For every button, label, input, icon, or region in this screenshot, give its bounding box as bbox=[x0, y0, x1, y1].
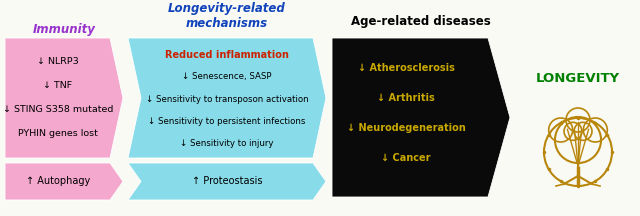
Text: Immunity: Immunity bbox=[33, 24, 95, 37]
Text: ↑ Autophagy: ↑ Autophagy bbox=[26, 176, 90, 186]
Text: ↓ Neurodegeneration: ↓ Neurodegeneration bbox=[347, 123, 465, 133]
Text: Age-related diseases: Age-related diseases bbox=[351, 16, 491, 29]
Text: ↓ Senescence, SASP: ↓ Senescence, SASP bbox=[182, 73, 272, 81]
Polygon shape bbox=[332, 38, 510, 197]
Text: ↓ Atherosclerosis: ↓ Atherosclerosis bbox=[358, 63, 454, 73]
Polygon shape bbox=[128, 38, 326, 158]
Text: ↓ Sensitivity to persistent infections: ↓ Sensitivity to persistent infections bbox=[148, 116, 306, 125]
Text: ↓ Sensitivity to injury: ↓ Sensitivity to injury bbox=[180, 138, 274, 148]
Text: ↓ STING S358 mutated: ↓ STING S358 mutated bbox=[3, 105, 113, 114]
Text: Longevity-related
mechanisms: Longevity-related mechanisms bbox=[168, 2, 286, 30]
Text: ↓ TNF: ↓ TNF bbox=[44, 81, 72, 91]
Text: ↓ Cancer: ↓ Cancer bbox=[381, 153, 431, 163]
Text: ↓ NLRP3: ↓ NLRP3 bbox=[37, 57, 79, 67]
Text: PYHIN genes lost: PYHIN genes lost bbox=[18, 130, 98, 138]
Text: ↓ Arthritis: ↓ Arthritis bbox=[377, 93, 435, 103]
Text: ↑ Proteostasis: ↑ Proteostasis bbox=[192, 176, 262, 186]
Text: LONGEVITY: LONGEVITY bbox=[536, 71, 620, 84]
Polygon shape bbox=[5, 38, 123, 158]
Polygon shape bbox=[5, 163, 123, 200]
Text: ↓ Sensitivity to transposon activation: ↓ Sensitivity to transposon activation bbox=[146, 95, 308, 103]
Text: Reduced inflammation: Reduced inflammation bbox=[165, 50, 289, 60]
Polygon shape bbox=[128, 163, 326, 200]
